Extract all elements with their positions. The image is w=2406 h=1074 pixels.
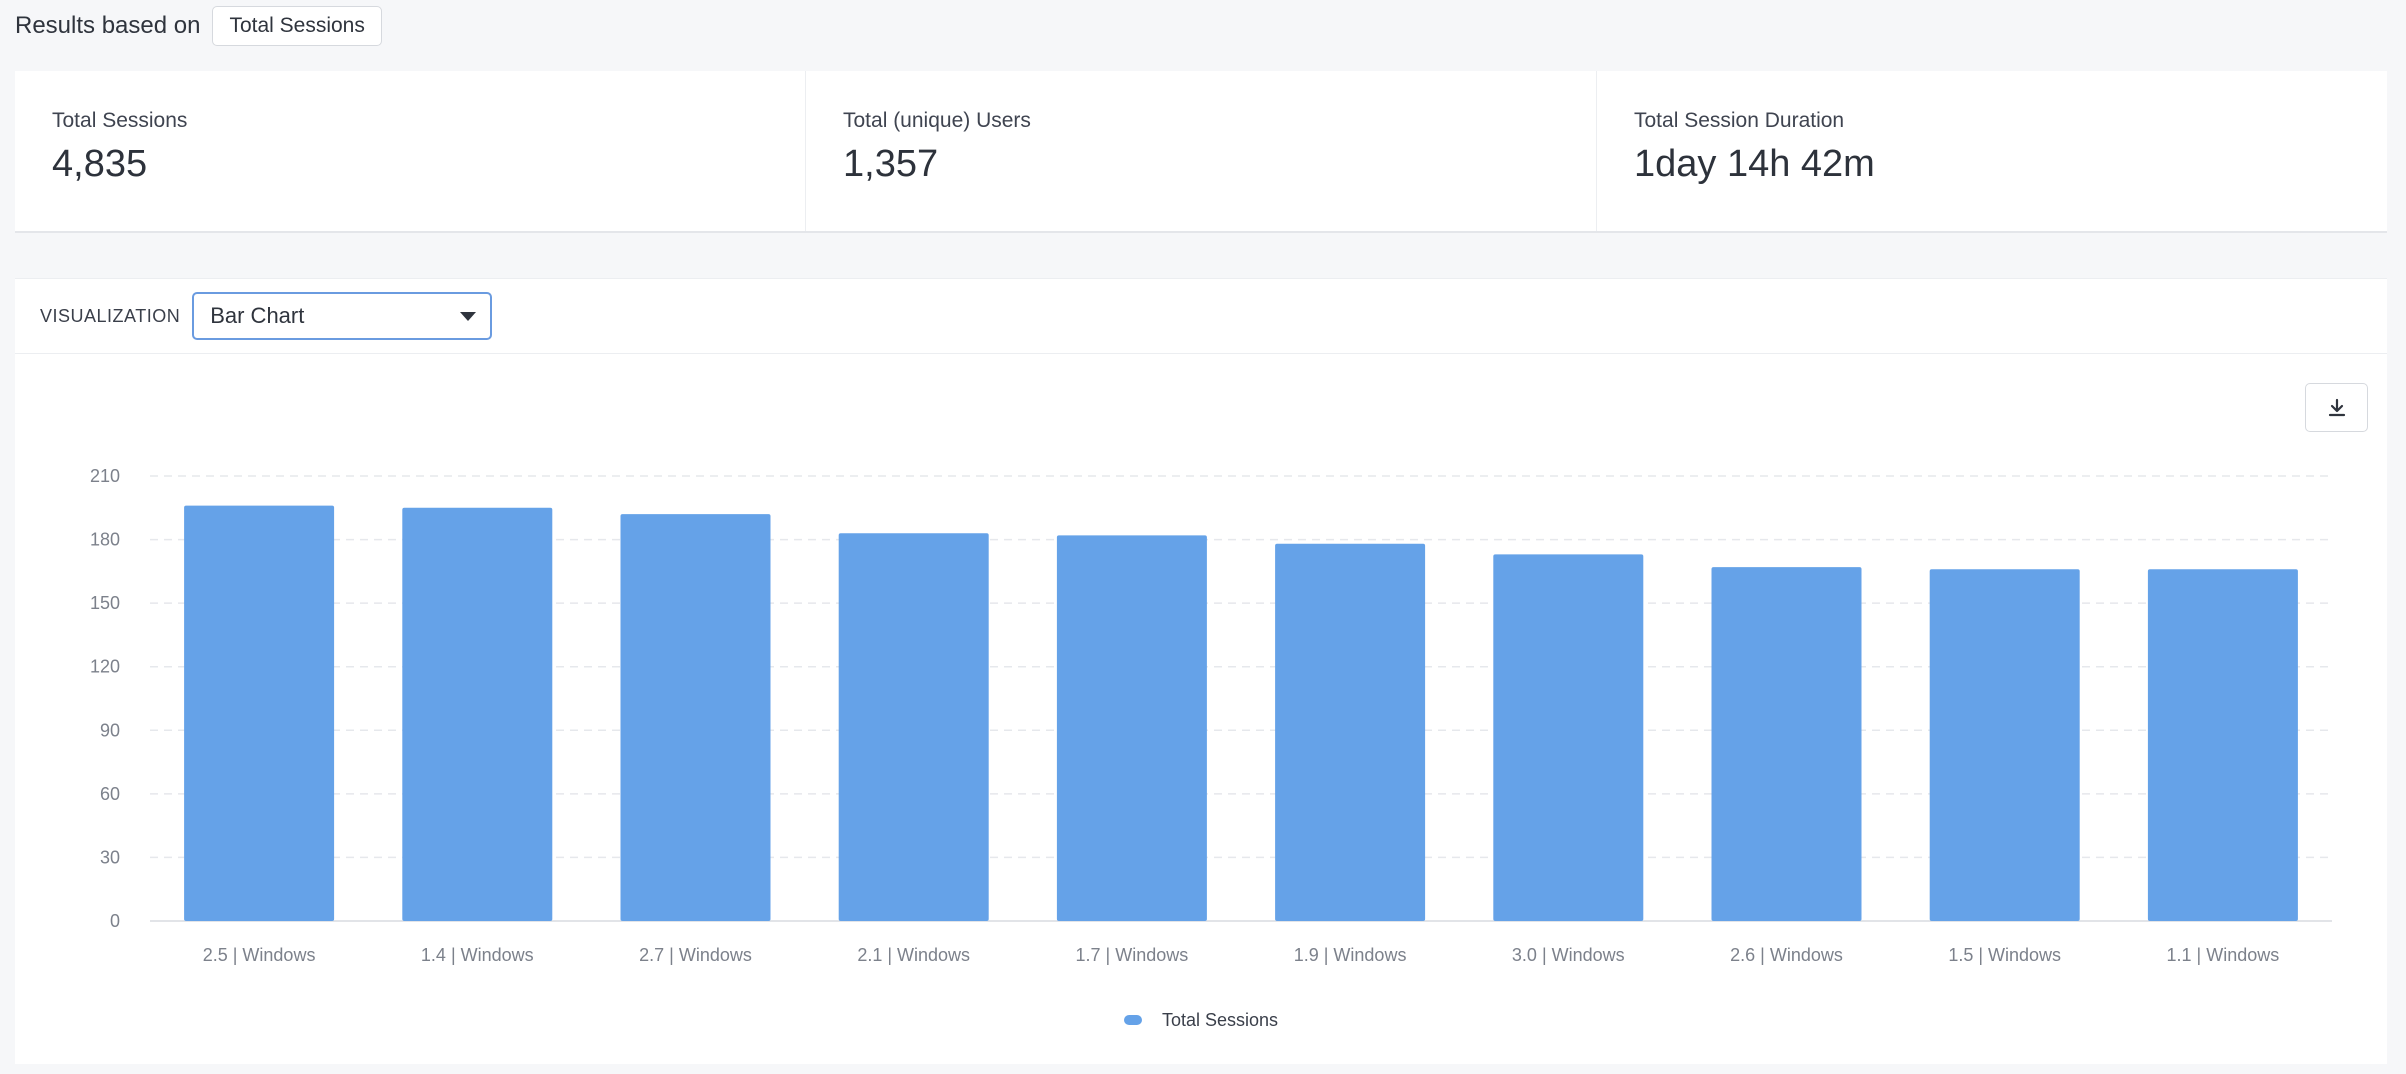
metric-selector-button[interactable]: Total Sessions: [212, 6, 382, 46]
x-tick-label: 1.7 | Windows: [1076, 945, 1189, 965]
x-tick-label: 1.4 | Windows: [421, 945, 534, 965]
caret-down-icon: [460, 311, 477, 321]
stats-summary: Total Sessions 4,835 Total (unique) User…: [15, 71, 2387, 233]
visualization-label: VISUALIZATION: [40, 305, 181, 326]
visualization-panel: VISUALIZATION Bar Chart 0 30 60 90 120 150 180…: [15, 278, 2387, 1064]
bar: [1493, 554, 1644, 921]
stat-value: 1day 14h 42m: [1634, 143, 1875, 185]
bar: [620, 514, 771, 921]
stat-session-duration: Total Session Duration 1day 14h 42m: [1597, 71, 2387, 231]
stat-label: Total (unique) Users: [843, 109, 1031, 132]
stat-label: Total Session Duration: [1634, 109, 1845, 132]
x-tick-label: 2.6 | Windows: [1730, 945, 1843, 965]
legend-label: Total Sessions: [1162, 1010, 1278, 1030]
results-based-on-label: Results based on: [15, 12, 201, 39]
legend-swatch: [1124, 1015, 1142, 1025]
download-icon: [2328, 398, 2345, 416]
download-button[interactable]: [2305, 383, 2368, 432]
x-tick-label: 1.1 | Windows: [2167, 945, 2280, 965]
y-tick-label: 0: [110, 911, 120, 931]
y-tick-label: 180: [90, 530, 120, 550]
y-tick-label: 90: [100, 720, 120, 740]
visualization-select[interactable]: Bar Chart: [192, 292, 493, 340]
bar: [402, 507, 553, 921]
bar: [2147, 569, 2298, 921]
results-header: Results based on Total Sessions: [15, 5, 382, 47]
stat-total-sessions: Total Sessions 4,835: [15, 71, 806, 231]
y-tick-label: 120: [90, 657, 120, 677]
visualization-toolbar: VISUALIZATION Bar Chart: [15, 279, 2387, 354]
bar: [184, 505, 335, 921]
y-tick-label: 150: [90, 593, 120, 613]
bar: [1056, 535, 1207, 921]
bar-chart: 0 30 60 90 120 150 180 210 2.5 | Windows 1.4 | Wi…: [90, 466, 2332, 1030]
x-tick-label: 1.5 | Windows: [1948, 945, 2061, 965]
x-tick-label: 2.5 | Windows: [203, 945, 316, 965]
x-tick-label: 2.1 | Windows: [857, 945, 970, 965]
y-tick-label: 60: [100, 784, 120, 804]
y-tick-label: 30: [100, 847, 120, 867]
x-tick-label: 3.0 | Windows: [1512, 945, 1625, 965]
bar: [1711, 567, 1862, 921]
y-tick-label: 210: [90, 466, 120, 486]
stat-value: 1,357: [843, 143, 939, 185]
stat-label: Total Sessions: [52, 109, 188, 132]
x-tick-label: 2.7 | Windows: [639, 945, 752, 965]
stat-value: 4,835: [52, 143, 148, 185]
x-tick-label: 1.9 | Windows: [1294, 945, 1407, 965]
bar: [1275, 543, 1426, 921]
visualization-selected-value: Bar Chart: [210, 303, 305, 328]
bar: [1929, 569, 2080, 921]
stat-unique-users: Total (unique) Users 1,357: [806, 71, 1597, 231]
bar: [838, 533, 989, 921]
